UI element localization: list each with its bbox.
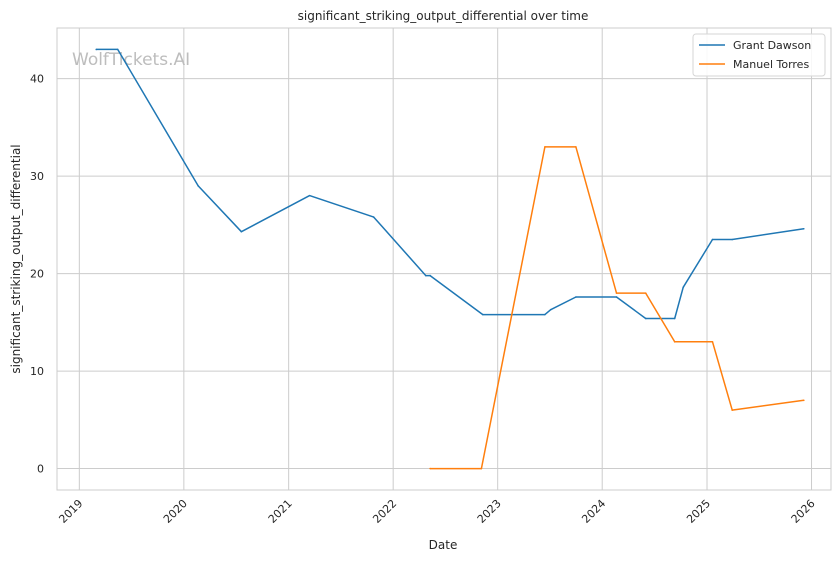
series-line-2 — [430, 146, 804, 470]
data-point — [682, 286, 685, 289]
y-tick-label: 20 — [30, 268, 44, 281]
data-point — [544, 313, 546, 316]
data-point — [197, 185, 199, 187]
series-layer — [95, 48, 805, 470]
data-point — [615, 296, 618, 298]
chart-title: significant_striking_output_differential… — [298, 9, 589, 23]
legend-label-2: Manuel Torres — [733, 58, 809, 71]
data-point — [575, 146, 577, 148]
data-point — [480, 467, 483, 470]
data-point — [731, 409, 734, 411]
legend-box — [692, 33, 826, 77]
y-ticks: 0 10 20 30 40 — [30, 73, 44, 476]
data-point — [731, 238, 734, 241]
y-tick-label: 10 — [30, 365, 44, 378]
data-point — [429, 274, 431, 277]
data-point — [429, 467, 431, 470]
data-point — [116, 48, 119, 51]
data-point — [711, 341, 714, 343]
data-point — [802, 227, 805, 230]
y-tick-label: 30 — [30, 170, 44, 183]
data-point — [425, 274, 427, 277]
data-point — [615, 292, 618, 294]
data-point — [673, 317, 676, 320]
data-point — [575, 296, 577, 298]
data-point — [482, 313, 484, 316]
y-axis-label: significant_striking_output_differential — [9, 144, 23, 373]
y-tick-label: 40 — [30, 73, 44, 86]
y-tick-label: 0 — [37, 463, 44, 476]
data-point — [308, 194, 311, 197]
series-1 — [95, 48, 805, 320]
series-2 — [429, 146, 805, 470]
watermark: WolfTickets.AI — [72, 50, 190, 70]
data-point — [644, 317, 647, 320]
legend-label-1: Grant Dawson — [733, 39, 811, 52]
data-point — [549, 308, 552, 311]
data-point — [95, 48, 98, 51]
data-point — [673, 341, 676, 343]
data-point — [372, 216, 375, 218]
x-axis-label: Date — [429, 538, 458, 552]
data-point — [711, 238, 714, 241]
data-point — [544, 146, 546, 148]
data-point — [802, 399, 805, 402]
data-point — [240, 230, 243, 233]
legend: Grant Dawson Manuel Torres — [692, 33, 826, 77]
data-point — [644, 292, 647, 294]
plot-frame — [56, 27, 832, 491]
